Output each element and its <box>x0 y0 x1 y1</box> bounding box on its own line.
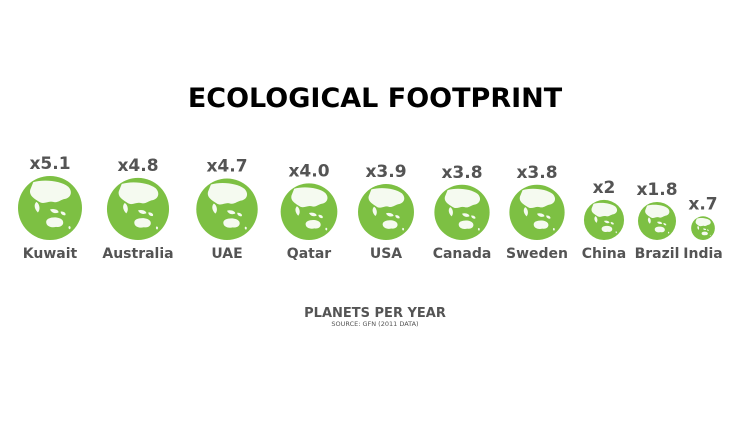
value-label: x.7 <box>688 194 717 214</box>
value-label: x1.8 <box>636 180 677 200</box>
globe-mark-uae <box>196 178 258 240</box>
globe-land <box>695 218 711 237</box>
chart-source: SOURCE: GFN (2011 DATA) <box>331 320 418 328</box>
globe-land <box>207 183 248 230</box>
country-label: Canada <box>433 246 492 262</box>
country-label: China <box>582 246 626 262</box>
value-label: x4.0 <box>288 161 329 181</box>
chart-subtitle: PLANETS PER YEAR <box>304 306 446 321</box>
chart-title: ECOLOGICAL FOOTPRINT <box>188 83 563 114</box>
globe-land <box>30 180 71 230</box>
value-label: x5.1 <box>29 154 70 174</box>
value-label: x3.9 <box>365 162 406 182</box>
value-label: x3.8 <box>516 163 557 183</box>
globe-mark-canada <box>434 184 490 240</box>
globe-land <box>444 188 481 231</box>
globe-mark-brazil <box>637 201 677 240</box>
globe-land <box>291 187 328 231</box>
country-label: USA <box>370 246 402 262</box>
chart-marks: x5.1 Kuwait x4.8 Australia x4.7 UAE x4.0 Qatar x… <box>18 154 723 262</box>
globe-land <box>118 182 159 230</box>
globe-mark-india <box>691 216 715 241</box>
globe-land <box>368 188 405 231</box>
globe-mark-australia <box>106 177 170 240</box>
country-label: Qatar <box>287 246 331 262</box>
globe-mark-sweden <box>509 184 565 240</box>
country-label: Brazil <box>635 246 680 262</box>
country-label: India <box>683 246 722 262</box>
country-label: Kuwait <box>23 246 78 262</box>
country-label: UAE <box>211 246 242 262</box>
value-label: x3.8 <box>441 163 482 183</box>
globe-mark-usa <box>358 184 414 240</box>
value-label: x4.8 <box>117 156 158 176</box>
globe-land <box>519 188 556 231</box>
globe-land <box>645 204 670 234</box>
country-label: Australia <box>102 246 173 262</box>
value-label: x4.7 <box>206 157 247 177</box>
globe-land <box>591 202 618 234</box>
country-label: Sweden <box>506 246 568 262</box>
globe-mark-qatar <box>280 183 338 240</box>
globe-mark-china <box>583 199 625 240</box>
value-label: x2 <box>593 178 616 198</box>
globe-mark-kuwait <box>18 176 82 240</box>
